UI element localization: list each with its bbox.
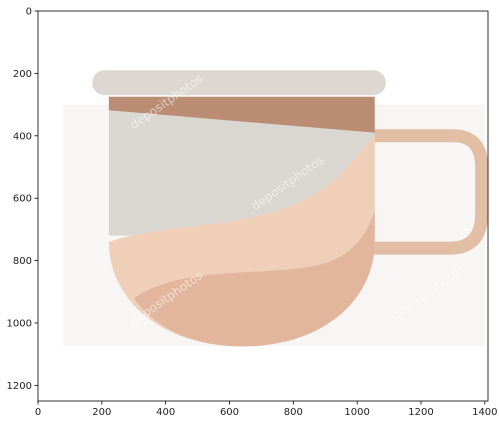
x-tick-label: 200	[92, 407, 111, 418]
y-tick-label: 400	[13, 131, 32, 142]
y-axis: 0 200 400 600 800 1000 1200	[7, 7, 38, 392]
x-tick-label: 1400	[472, 407, 497, 418]
y-tick-label: 800	[13, 256, 32, 267]
mug-body-lower	[133, 210, 375, 347]
y-tick-label: 0	[26, 7, 32, 18]
x-tick-label: 1200	[408, 407, 433, 418]
x-tick-label: 0	[35, 407, 41, 418]
x-axis: 0 200 400 600 800 1000 1200 1400	[35, 401, 498, 418]
axes-frame	[37, 10, 489, 402]
x-tick-label: 1000	[344, 407, 369, 418]
x-tick-label: 400	[156, 407, 175, 418]
coffee-surface	[108, 96, 375, 133]
y-tick-label: 1200	[7, 381, 32, 392]
x-tick-label: 800	[284, 407, 303, 418]
plot-image: depositphotos depositphotos depositphoto…	[38, 11, 488, 401]
mug-rim	[92, 70, 386, 96]
y-tick-label: 600	[13, 194, 32, 205]
mug-handle	[360, 129, 488, 255]
x-tick-label: 600	[220, 407, 239, 418]
y-tick-label: 1000	[7, 319, 32, 330]
y-tick-label: 200	[13, 69, 32, 80]
